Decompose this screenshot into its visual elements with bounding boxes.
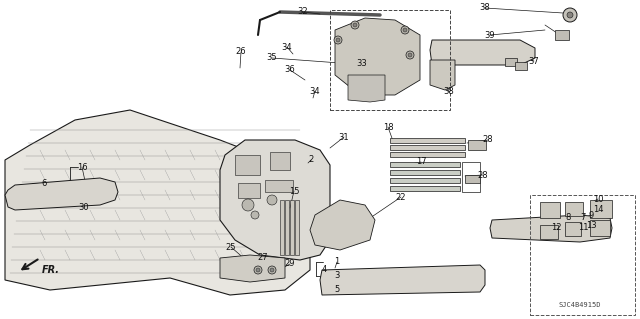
Bar [390,152,465,157]
Polygon shape [5,178,118,210]
Circle shape [408,53,412,57]
Bar [390,186,460,191]
Polygon shape [320,265,485,295]
Text: 26: 26 [236,48,246,56]
Text: 33: 33 [356,60,367,69]
Text: 30: 30 [79,203,90,211]
Bar [238,183,260,198]
Text: 6: 6 [42,179,47,188]
Circle shape [567,12,573,18]
Text: 18: 18 [383,122,394,131]
Circle shape [563,8,577,22]
Polygon shape [310,200,375,250]
Circle shape [256,268,260,272]
Polygon shape [540,202,560,218]
Polygon shape [565,202,583,216]
Bar [280,200,284,255]
Circle shape [403,28,407,32]
Text: 35: 35 [267,54,277,63]
Text: 17: 17 [416,158,426,167]
Polygon shape [5,110,310,295]
Bar [468,140,486,150]
Circle shape [251,211,259,219]
Text: 31: 31 [339,132,349,142]
Circle shape [334,36,342,44]
Text: 28: 28 [483,136,493,145]
Bar [295,200,299,255]
Text: 3: 3 [334,271,340,280]
Polygon shape [565,222,581,236]
Text: 9: 9 [588,211,594,219]
Text: 14: 14 [593,205,604,214]
Bar [285,200,289,255]
Text: 5: 5 [334,285,340,293]
Circle shape [268,266,276,274]
Text: 4: 4 [321,264,326,273]
Text: 10: 10 [593,195,604,204]
Text: 36: 36 [285,65,296,75]
Circle shape [336,38,340,42]
Text: 27: 27 [258,253,268,262]
Text: 38: 38 [479,4,490,12]
Bar [390,145,465,150]
Text: 29: 29 [285,259,295,269]
Bar [465,175,480,183]
Polygon shape [335,18,420,95]
Bar [390,162,460,167]
Bar [462,162,480,192]
Bar [515,62,527,70]
Text: 16: 16 [77,162,87,172]
Text: FR.: FR. [42,265,60,275]
Text: 38: 38 [444,87,454,97]
Circle shape [270,268,274,272]
Circle shape [254,266,262,274]
Text: 34: 34 [310,86,320,95]
Bar [390,138,465,143]
Text: 32: 32 [298,8,308,17]
Bar [270,152,290,170]
Text: 15: 15 [289,187,300,196]
Text: 12: 12 [551,224,561,233]
Polygon shape [540,225,558,239]
Text: 11: 11 [578,224,588,233]
Circle shape [267,195,277,205]
Text: 28: 28 [477,170,488,180]
Text: 8: 8 [565,213,571,222]
Bar [390,170,460,175]
Text: 37: 37 [529,56,540,65]
Polygon shape [490,215,612,242]
Bar [505,58,517,66]
Text: 25: 25 [226,242,236,251]
Text: 13: 13 [586,221,596,231]
Circle shape [351,21,359,29]
Circle shape [242,199,254,211]
Text: 22: 22 [396,192,406,202]
Polygon shape [220,255,285,282]
Polygon shape [430,40,535,65]
Text: 7: 7 [580,212,586,221]
Polygon shape [220,140,330,260]
Text: SJC4B4915D: SJC4B4915D [559,302,601,308]
Bar [555,30,569,40]
Polygon shape [430,60,455,90]
Bar [390,178,460,183]
Text: 1: 1 [334,257,340,266]
Text: 2: 2 [308,155,314,165]
Text: 34: 34 [282,42,292,51]
Bar [530,195,635,315]
Circle shape [401,26,409,34]
Polygon shape [590,200,612,218]
Circle shape [406,51,414,59]
Bar [265,180,293,192]
Bar [290,200,294,255]
Polygon shape [590,220,610,236]
Polygon shape [348,75,385,102]
Bar [330,10,450,110]
Text: 39: 39 [484,31,495,40]
Circle shape [353,23,357,27]
Bar [235,155,260,175]
